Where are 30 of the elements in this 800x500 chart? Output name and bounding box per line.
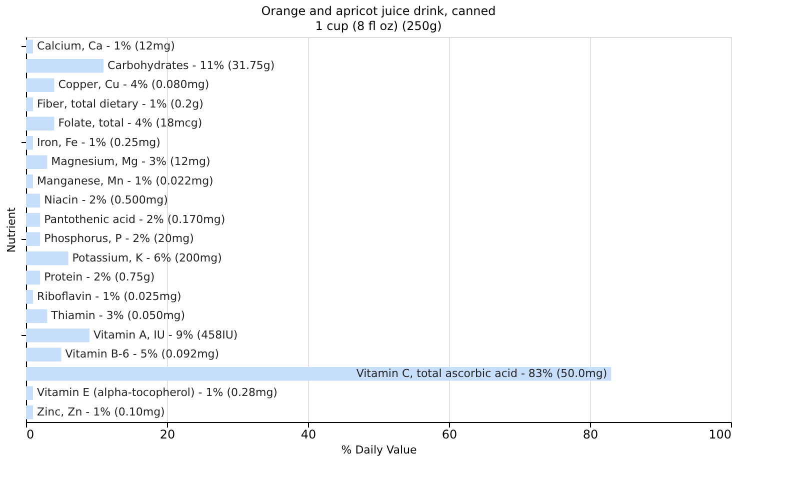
y-axis-title: Nutrient bbox=[5, 206, 18, 253]
y-tick-label: Manganese, Mn - 1% (0.022mg) bbox=[37, 174, 214, 188]
chart-subtitle: 1 cup (8 fl oz) (250g) bbox=[315, 19, 442, 33]
x-axis-title: % Daily Value bbox=[341, 444, 417, 456]
y-tick-label: Vitamin C, total ascorbic acid - 83% (50.0mg) bbox=[356, 366, 608, 380]
y-tick-label: Pantothenic acid - 2% (0.170mg) bbox=[44, 212, 226, 226]
y-tick-label: Niacin - 2% (0.500mg) bbox=[44, 194, 168, 207]
x-tick-label: 20 bbox=[160, 428, 176, 442]
y-tick-label: Thiamin - 3% (0.050mg) bbox=[50, 309, 186, 322]
x-tick-label: 0 bbox=[26, 428, 34, 442]
y-tick-label: Folate, total - 4% (18mcg) bbox=[58, 116, 202, 130]
y-tick-label: Calcium, Ca - 1% (12mg) bbox=[37, 40, 175, 53]
y-tick-label: Vitamin B-6 - 5% (0.092mg) bbox=[65, 348, 220, 361]
y-tick-label: Phosphorus, P - 2% (20mg) bbox=[44, 232, 194, 246]
y-tick-label: Riboflavin - 1% (0.025mg) bbox=[37, 290, 182, 303]
y-tick-label: Protein - 2% (0.75g) bbox=[44, 270, 155, 284]
x-tick-label: 60 bbox=[442, 428, 458, 442]
y-tick-label: Zinc, Zn - 1% (0.10mg) bbox=[37, 405, 165, 418]
y-tick-label: Magnesium, Mg - 3% (12mg) bbox=[51, 155, 210, 168]
y-tick-label: Copper, Cu - 4% (0.080mg) bbox=[58, 78, 210, 92]
y-tick-label: Fiber, total dietary - 1% (0.2g) bbox=[37, 97, 204, 110]
y-tick-label: Iron, Fe - 1% (0.25mg) bbox=[37, 136, 160, 149]
x-tick-label: 100 bbox=[708, 428, 732, 442]
x-tick-label: 40 bbox=[300, 428, 316, 442]
y-tick-label: Vitamin A, IU - 9% (458IU) bbox=[93, 328, 238, 342]
chart-title: Orange and apricot juice drink, canned bbox=[261, 4, 496, 18]
x-tick-label: 80 bbox=[582, 428, 598, 442]
y-tick-label: Vitamin E (alpha-tocopherol) - 1% (0.28mg) bbox=[37, 386, 278, 400]
y-tick-label: Carbohydrates - 11% (31.75g) bbox=[108, 58, 275, 72]
y-tick-label: Potassium, K - 6% (200mg) bbox=[72, 251, 222, 264]
